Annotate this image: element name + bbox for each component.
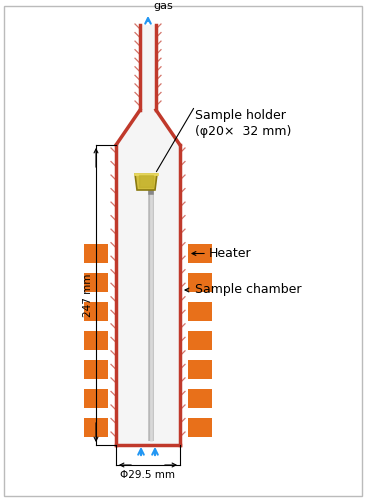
Text: gas: gas	[153, 1, 173, 11]
Text: 247 mm: 247 mm	[83, 274, 93, 316]
Bar	[188, 302, 212, 321]
Polygon shape	[135, 174, 157, 190]
Bar	[84, 244, 108, 263]
Bar	[188, 418, 212, 437]
Polygon shape	[117, 110, 179, 145]
Text: Φ29.5 mm: Φ29.5 mm	[120, 470, 176, 480]
Bar	[188, 331, 212, 350]
Bar	[188, 389, 212, 408]
Bar	[84, 331, 108, 350]
Bar	[84, 418, 108, 437]
Bar	[84, 302, 108, 321]
Bar	[188, 244, 212, 263]
Text: Sample chamber: Sample chamber	[195, 284, 301, 296]
Bar	[84, 273, 108, 292]
Bar	[117, 145, 179, 445]
Bar	[188, 273, 212, 292]
Bar	[188, 360, 212, 379]
Text: Sample holder
(φ20×  32 mm): Sample holder (φ20× 32 mm)	[195, 109, 291, 138]
Bar	[141, 25, 155, 110]
Bar	[84, 360, 108, 379]
Bar	[84, 389, 108, 408]
Text: Heater: Heater	[209, 247, 252, 260]
